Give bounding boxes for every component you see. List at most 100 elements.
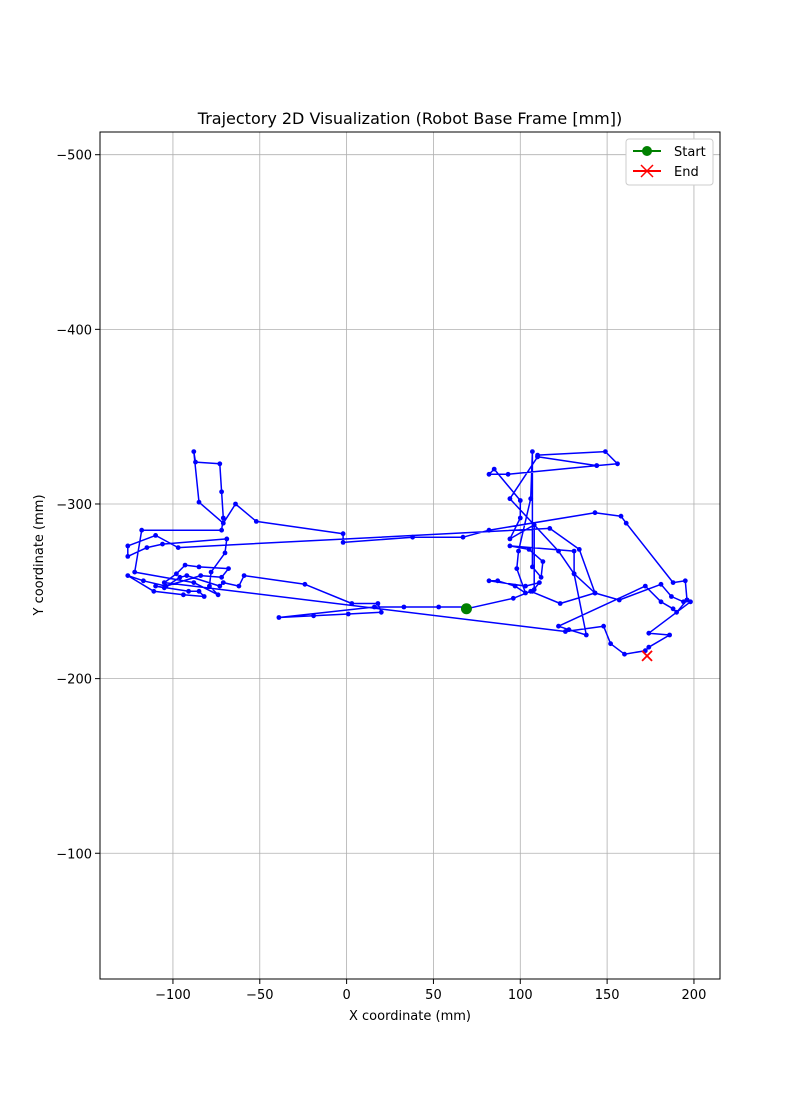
- x-tick-label: −100: [155, 988, 191, 1003]
- trajectory-point: [517, 498, 523, 503]
- trajectory-point: [460, 534, 466, 540]
- y-tick-label: −300: [56, 498, 92, 513]
- trajectory-point: [196, 499, 202, 505]
- trajectory-point: [669, 594, 674, 599]
- trajectory-point: [486, 578, 492, 584]
- trajectory-point: [658, 581, 664, 587]
- trajectory-point: [349, 601, 355, 606]
- trajectory-point: [658, 599, 664, 605]
- trajectory-point: [236, 583, 242, 589]
- trajectory-point: [517, 515, 523, 521]
- trajectory-point: [528, 496, 534, 502]
- trajectory-point: [436, 604, 442, 610]
- trajectory-point: [410, 534, 415, 540]
- trajectory-point: [217, 461, 223, 467]
- trajectory-point: [622, 651, 627, 657]
- trajectory-point: [507, 496, 513, 502]
- trajectory-point: [540, 559, 546, 564]
- trajectory-point: [512, 583, 518, 589]
- trajectory-point: [491, 466, 497, 472]
- x-tick-label: 100: [508, 988, 533, 1003]
- trajectory-point: [667, 632, 672, 638]
- trajectory-point: [241, 573, 247, 578]
- trajectory-point: [646, 630, 652, 636]
- trajectory-point: [222, 550, 228, 556]
- trajectory-point: [583, 632, 589, 638]
- trajectory-point: [215, 592, 221, 598]
- trajectory-point: [557, 601, 563, 606]
- trajectory-point: [253, 519, 259, 524]
- trajectory-point: [186, 588, 192, 594]
- trajectory-point: [576, 547, 582, 552]
- trajectory-point: [191, 449, 197, 454]
- trajectory-point: [615, 461, 620, 467]
- trajectory-point: [184, 573, 190, 578]
- trajectory-point: [547, 526, 553, 531]
- trajectory-point: [571, 571, 577, 577]
- x-axis-label: X coordinate (mm): [349, 1009, 471, 1024]
- trajectory-point: [616, 597, 622, 603]
- trajectory-point: [340, 540, 346, 545]
- trajectory-point: [372, 604, 377, 610]
- trajectory-point: [623, 520, 629, 526]
- trajectory-point: [674, 609, 679, 615]
- trajectory-point: [311, 613, 316, 619]
- x-tick-label: 50: [425, 988, 442, 1003]
- trajectory-point: [196, 588, 202, 594]
- y-tick-label: −200: [56, 673, 92, 688]
- trajectory-point: [125, 573, 131, 578]
- trajectory-point: [125, 543, 131, 549]
- trajectory-point: [161, 585, 167, 591]
- trajectory-point: [670, 606, 676, 612]
- trajectory-point: [378, 609, 384, 615]
- trajectory-point: [219, 489, 225, 495]
- chart-title: Trajectory 2D Visualization (Robot Base …: [197, 109, 622, 128]
- trajectory-point: [125, 554, 131, 559]
- x-tick-label: 0: [342, 988, 350, 1003]
- trajectory-point: [144, 545, 150, 550]
- trajectory-point: [530, 564, 535, 570]
- trajectory-point: [141, 578, 146, 584]
- trajectory-point: [220, 580, 226, 585]
- y-tick-label: −500: [56, 149, 92, 164]
- x-tick-label: 150: [595, 988, 620, 1003]
- trajectory-point: [345, 611, 351, 617]
- trajectory-point: [486, 527, 492, 533]
- trajectory-point: [208, 569, 214, 575]
- trajectory-point: [514, 566, 520, 571]
- trajectory-point: [160, 541, 165, 547]
- trajectory-point: [207, 583, 212, 589]
- trajectory-point: [175, 545, 181, 550]
- x-tick-label: −50: [246, 988, 273, 1003]
- trajectory-point: [601, 623, 606, 629]
- trajectory-point: [181, 592, 186, 598]
- start-marker: [460, 603, 472, 615]
- trajectory-point: [132, 569, 138, 575]
- trajectory-point: [340, 531, 346, 537]
- trajectory-point: [153, 533, 159, 538]
- trajectory-point: [670, 580, 676, 585]
- trajectory-point: [302, 581, 308, 587]
- trajectory-point: [688, 599, 693, 605]
- trajectory-point: [196, 564, 202, 570]
- trajectory-point: [233, 501, 238, 507]
- trajectory-point: [530, 449, 535, 454]
- x-tick-label: 200: [682, 988, 707, 1003]
- trajectory-point: [556, 548, 561, 554]
- trajectory-point: [182, 562, 188, 568]
- trajectory-point: [193, 459, 198, 465]
- trajectory-point: [530, 588, 535, 594]
- trajectory-point: [571, 548, 577, 554]
- trajectory-point: [523, 590, 528, 596]
- legend-end-label: End: [674, 165, 699, 180]
- legend-start-label: Start: [674, 145, 706, 160]
- trajectory-point: [608, 641, 613, 647]
- trajectory-point: [531, 522, 537, 528]
- trajectory-point: [174, 571, 179, 577]
- trajectory-point: [219, 527, 225, 533]
- trajectory-point: [226, 566, 231, 571]
- trajectory-point: [220, 520, 226, 526]
- trajectory-point: [510, 595, 516, 601]
- trajectory-point: [594, 463, 600, 468]
